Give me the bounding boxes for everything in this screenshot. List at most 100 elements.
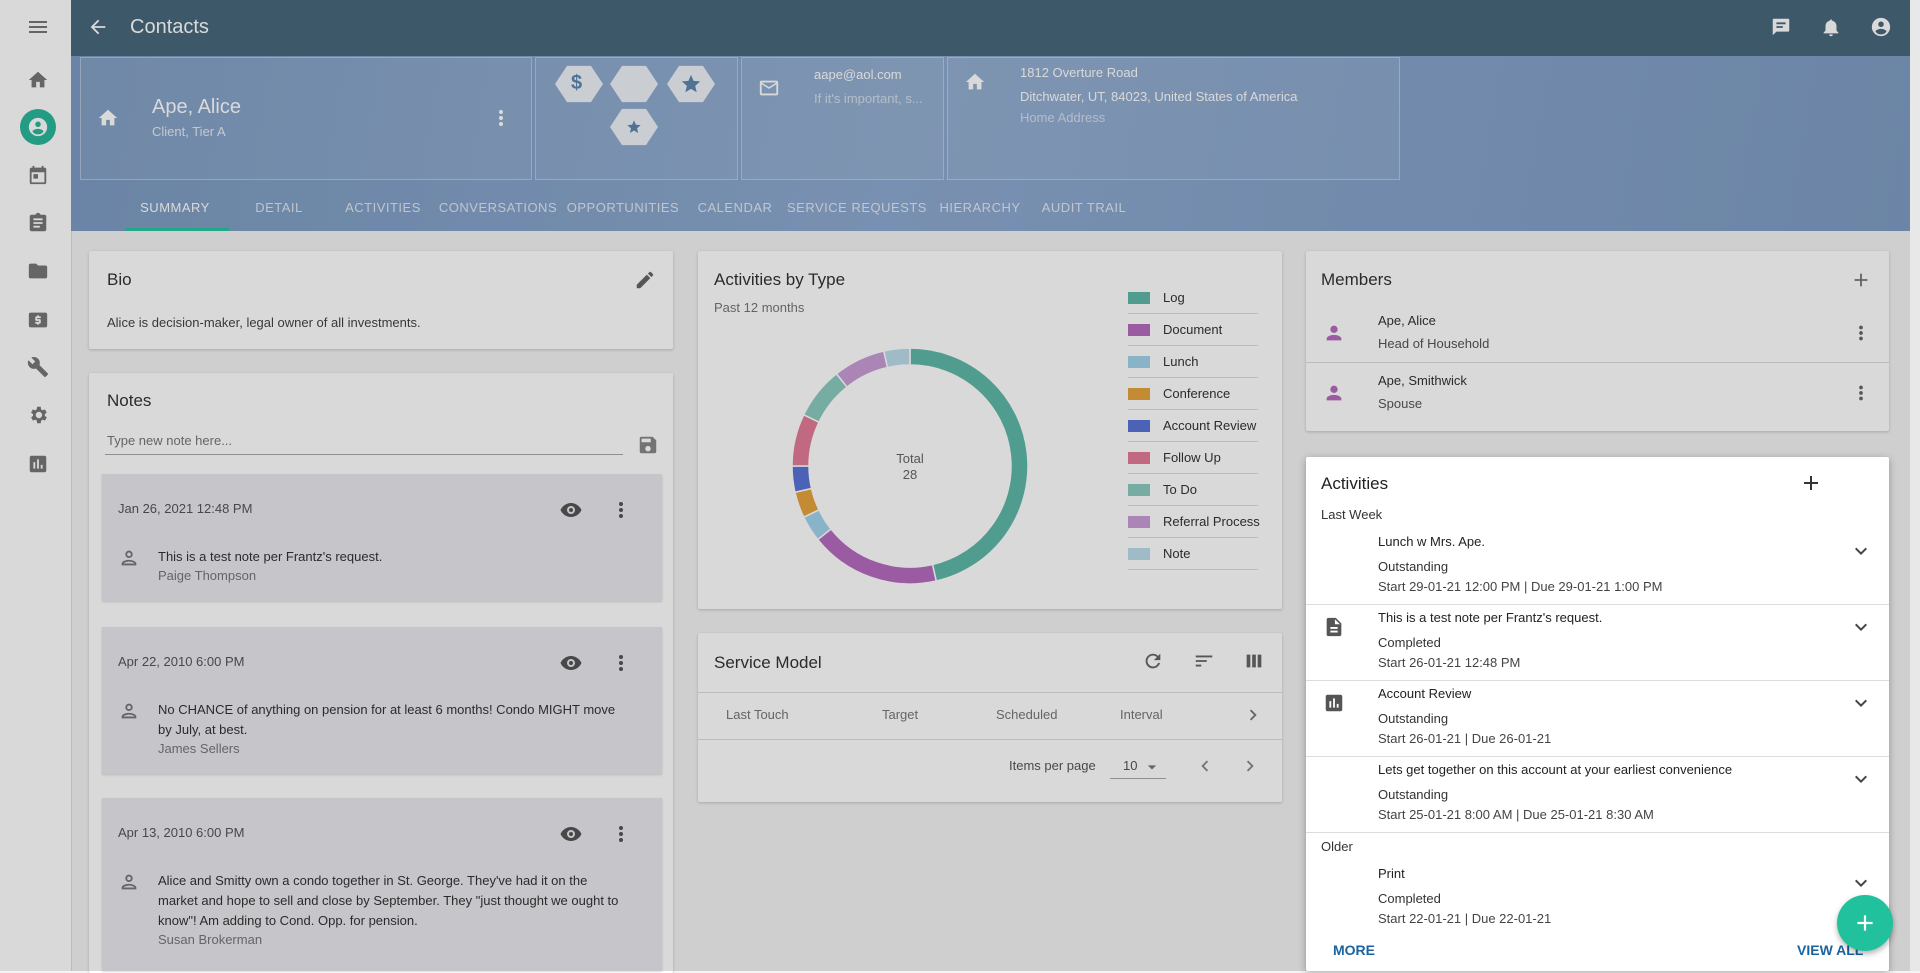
note-date: Jan 26, 2021 12:48 PM: [118, 501, 253, 516]
expand-button-shape: [1855, 623, 1867, 631]
column-header[interactable]: Target: [882, 707, 919, 722]
activity-title[interactable]: Lets get together on this account at you…: [1378, 762, 1733, 777]
note-input[interactable]: Type new note here...: [107, 433, 233, 448]
nav-item-shape: [29, 165, 47, 185]
nav-item-shape: [27, 357, 49, 378]
column-header[interactable]: Interval: [1120, 707, 1163, 722]
legend-label[interactable]: Note: [1163, 546, 1191, 561]
expand-button[interactable]: [1849, 691, 1873, 715]
center-value: 28: [902, 467, 918, 482]
legend-label[interactable]: Account Review: [1163, 418, 1257, 433]
nav-item[interactable]: [27, 69, 49, 91]
tab[interactable]: OPPORTUNITIES: [566, 200, 680, 215]
expand-button[interactable]: [1849, 615, 1873, 639]
tab[interactable]: AUDIT TRAIL: [1041, 200, 1127, 215]
card-subtitle: Past 12 months: [714, 300, 805, 315]
profile-subtitle: Client, Tier A: [152, 124, 226, 139]
nav-item-shape: [29, 212, 47, 232]
legend-label[interactable]: Follow Up: [1163, 450, 1221, 465]
fab-icon[interactable]: [1852, 910, 1878, 936]
sort-button[interactable]: [1193, 650, 1215, 672]
address-card: [947, 57, 1400, 180]
activity-title[interactable]: Print: [1378, 866, 1405, 881]
add-activity[interactable]: [1799, 471, 1823, 495]
expand-button[interactable]: [1849, 767, 1873, 791]
more-button[interactable]: [609, 498, 633, 522]
column-header[interactable]: Last Touch: [726, 707, 789, 722]
add-activity-shape: [1804, 476, 1818, 490]
view-all-link[interactable]: VIEW ALL: [1797, 942, 1864, 958]
expand-button[interactable]: [1849, 871, 1873, 895]
legend-label[interactable]: Conference: [1163, 386, 1231, 401]
nav-item[interactable]: [27, 260, 49, 282]
divider: [1306, 832, 1889, 833]
legend-swatch: [1128, 420, 1150, 432]
tab[interactable]: ACTIVITIES: [345, 200, 421, 215]
bio-card: [89, 251, 673, 349]
badge[interactable]: [555, 65, 603, 103]
member-name[interactable]: Ape, Smithwick: [1378, 373, 1467, 388]
menu-button-shape: [29, 21, 47, 33]
save-button[interactable]: [637, 434, 659, 456]
nav-item[interactable]: [27, 404, 49, 426]
tab[interactable]: SERVICE REQUESTS: [787, 200, 927, 215]
card-title: Activities by Type: [714, 270, 846, 289]
email[interactable]: aape@aol.com: [814, 67, 902, 82]
nav-item[interactable]: [27, 212, 49, 234]
legend-label[interactable]: Document: [1163, 322, 1223, 337]
menu-button[interactable]: [26, 15, 50, 39]
member-role: Spouse: [1378, 396, 1423, 411]
more-link[interactable]: MORE: [1333, 942, 1375, 958]
activity-dates: Start 29-01-21 12:00 PM | Due 29-01-21 1…: [1378, 579, 1663, 594]
view-button[interactable]: [559, 651, 583, 675]
activity-status: Outstanding: [1378, 711, 1449, 726]
badge[interactable]: [610, 65, 658, 103]
more-button[interactable]: [609, 651, 633, 675]
add-member[interactable]: [1850, 269, 1872, 291]
legend-label[interactable]: To Do: [1163, 482, 1197, 497]
tab[interactable]: CONVERSATIONS: [438, 200, 558, 215]
notifications-button[interactable]: [1820, 16, 1842, 38]
page-size-arrow[interactable]: [1142, 757, 1162, 777]
legend-swatch: [1128, 452, 1150, 464]
more-button[interactable]: [1850, 382, 1872, 404]
tab[interactable]: DETAIL: [255, 200, 303, 215]
activity-title[interactable]: This is a test note per Frantz's request…: [1378, 610, 1603, 625]
nav-item[interactable]: [27, 356, 49, 378]
nav-item[interactable]: [27, 116, 49, 138]
expand-button[interactable]: [1849, 539, 1873, 563]
next-page[interactable]: [1239, 755, 1261, 777]
nav-item[interactable]: [27, 309, 49, 331]
activity-title[interactable]: Lunch w Mrs. Ape.: [1378, 534, 1485, 549]
tab[interactable]: SUMMARY: [140, 200, 210, 215]
activity-title[interactable]: Account Review: [1378, 686, 1472, 701]
legend-divider: [1128, 473, 1258, 474]
member-name[interactable]: Ape, Alice: [1378, 313, 1436, 328]
legend-label[interactable]: Referral Process: [1163, 514, 1260, 529]
more-button[interactable]: [489, 106, 513, 130]
legend-divider: [1128, 345, 1258, 346]
prev-page[interactable]: [1194, 755, 1216, 777]
note-author: Paige Thompson: [158, 568, 257, 583]
legend-label[interactable]: Lunch: [1163, 354, 1199, 369]
nav-item[interactable]: [27, 453, 49, 475]
tab[interactable]: HIERARCHY: [939, 200, 1021, 215]
back-button[interactable]: [87, 16, 109, 38]
legend-label[interactable]: Log: [1163, 290, 1185, 305]
columns-button[interactable]: [1243, 650, 1265, 672]
more-button[interactable]: [1850, 322, 1872, 344]
view-button[interactable]: [559, 822, 583, 846]
tab[interactable]: CALENDAR: [697, 200, 773, 215]
scroll-columns[interactable]: [1242, 704, 1264, 726]
more-button[interactable]: [609, 822, 633, 846]
column-header[interactable]: Scheduled: [996, 707, 1058, 722]
edit-button[interactable]: [634, 269, 656, 291]
page-size[interactable]: 10: [1123, 758, 1138, 773]
messages-button[interactable]: [1770, 16, 1792, 38]
view-button[interactable]: [559, 498, 583, 522]
author-icon-shape: [121, 874, 137, 890]
nav-item[interactable]: [27, 164, 49, 186]
account-button[interactable]: [1870, 16, 1892, 38]
expand-button-shape: [1855, 547, 1867, 555]
donut-slice[interactable]: [882, 347, 911, 369]
